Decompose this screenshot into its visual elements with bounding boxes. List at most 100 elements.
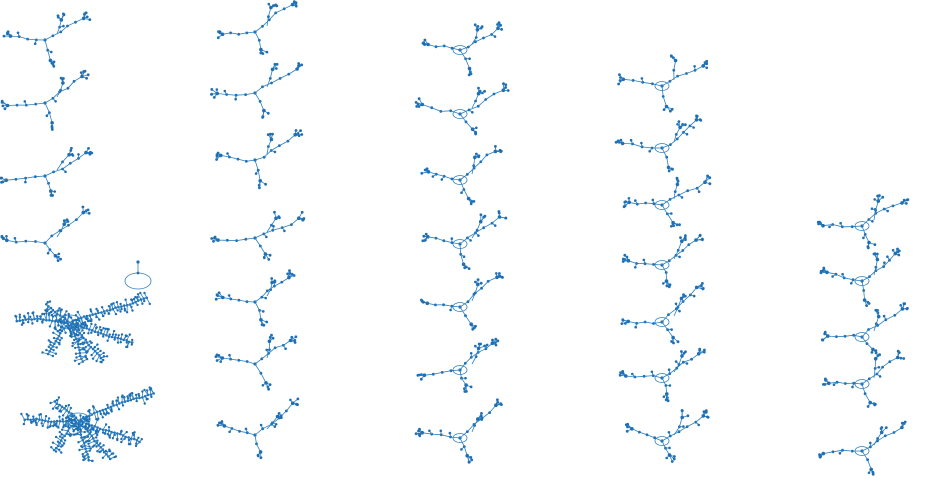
graph-node xyxy=(619,138,623,142)
graph-node xyxy=(128,333,131,336)
graph-node xyxy=(226,152,229,155)
graph-col4-6 xyxy=(618,347,706,403)
graph-node xyxy=(215,293,219,297)
graph-node xyxy=(70,335,73,339)
graph-edge xyxy=(263,150,272,158)
graph-node xyxy=(210,237,214,240)
graph-node xyxy=(57,252,61,256)
graph-node xyxy=(48,325,52,328)
graph-node xyxy=(621,77,626,82)
graph-node xyxy=(125,341,128,344)
graph-node xyxy=(634,199,637,202)
graph-node xyxy=(682,351,686,355)
graph-node xyxy=(862,298,867,302)
graph-node xyxy=(0,176,3,180)
graph-node xyxy=(219,360,222,363)
graph-node xyxy=(96,439,99,442)
graph-node xyxy=(422,234,426,238)
graph-node xyxy=(460,448,463,451)
graph-node xyxy=(479,281,483,285)
graph-node xyxy=(262,323,266,327)
graph-node xyxy=(672,56,675,60)
graph-edge xyxy=(68,219,77,226)
graph-node xyxy=(290,2,295,7)
graph-cycle xyxy=(452,365,468,375)
graph-node xyxy=(77,339,80,342)
graph-node xyxy=(3,107,7,111)
graph-node xyxy=(50,121,54,125)
graph-node xyxy=(274,67,278,70)
graph-node xyxy=(130,343,133,346)
graph-node xyxy=(0,99,4,103)
graph-node xyxy=(262,108,266,113)
graph-edge xyxy=(459,301,469,308)
graph-node xyxy=(95,307,98,311)
graph-edge xyxy=(459,431,468,439)
graph-node xyxy=(83,12,87,16)
graph-node xyxy=(416,373,420,377)
graph-node xyxy=(662,395,666,399)
graph-node xyxy=(18,313,21,316)
graph-cycle xyxy=(654,81,670,91)
graph-node xyxy=(86,419,89,422)
graph-edge xyxy=(468,105,479,111)
graph-node xyxy=(119,310,122,313)
graph-node xyxy=(485,343,489,347)
graph-edge xyxy=(644,263,654,265)
graph-node xyxy=(69,316,73,319)
graph-edge xyxy=(459,437,465,447)
graph-node xyxy=(86,73,90,77)
graph-node xyxy=(415,105,419,108)
graph-edge xyxy=(632,143,643,148)
graph-node xyxy=(51,441,55,444)
graph-cycle xyxy=(452,302,468,312)
graph-node xyxy=(112,452,115,455)
graph-node xyxy=(886,255,889,258)
graph-node xyxy=(72,428,76,432)
graph-node xyxy=(141,302,144,305)
graph-col4-4 xyxy=(621,233,704,289)
graph-node xyxy=(419,377,423,381)
graph-node xyxy=(90,353,93,357)
graph-node xyxy=(664,104,669,109)
graph-edge xyxy=(661,147,668,158)
graph-node xyxy=(26,312,30,315)
graph-node xyxy=(114,312,118,316)
graph-node xyxy=(55,425,58,428)
graph-node xyxy=(90,331,93,334)
graph-edge xyxy=(683,358,692,363)
graph-node xyxy=(22,321,25,325)
graph-node xyxy=(95,326,98,330)
graph-node xyxy=(264,381,268,385)
graph-node xyxy=(87,442,90,445)
graph-edge xyxy=(442,370,452,373)
graph-node xyxy=(292,274,296,277)
graph-node xyxy=(51,407,55,410)
graph-node xyxy=(290,335,294,339)
graph-node xyxy=(900,421,904,425)
graph-node xyxy=(58,435,62,438)
graph-node xyxy=(496,401,500,404)
graph-node xyxy=(439,429,443,433)
graph-edge xyxy=(885,314,895,321)
graph-node xyxy=(228,353,231,357)
graph-edge xyxy=(653,264,663,266)
graph-node xyxy=(90,322,93,326)
graph-node xyxy=(704,410,708,414)
graph-edge xyxy=(53,168,63,173)
graph-edge xyxy=(269,12,276,21)
graph-node xyxy=(148,302,151,306)
graph-node xyxy=(58,430,61,434)
graph-node xyxy=(75,425,78,428)
graph-node xyxy=(1,104,5,108)
graph-node xyxy=(217,291,221,295)
graph-node xyxy=(423,38,427,42)
graph-node xyxy=(682,425,685,428)
graph-node xyxy=(111,400,115,403)
graph-node xyxy=(686,189,690,193)
graph-node xyxy=(499,23,502,27)
graph-node xyxy=(671,335,675,340)
graph-node xyxy=(886,209,889,213)
graph-col1-3 xyxy=(0,146,94,197)
graph-node xyxy=(259,51,263,55)
